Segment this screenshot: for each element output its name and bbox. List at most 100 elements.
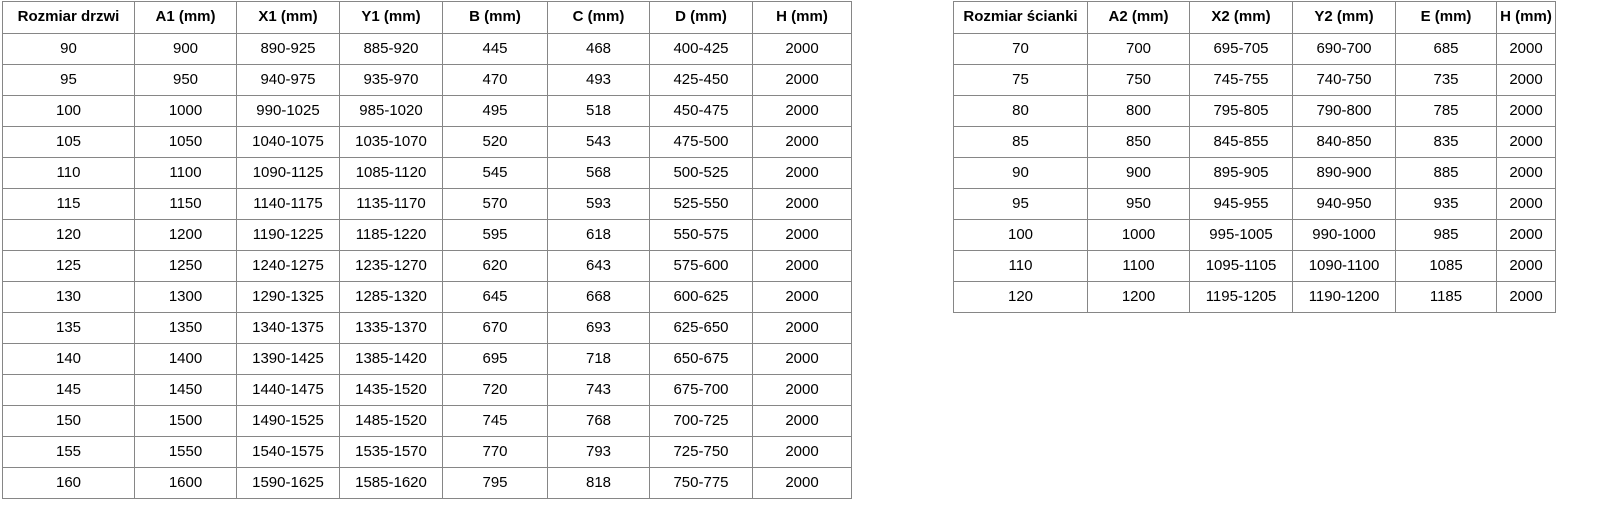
table-cell: 1490-1525	[236, 405, 340, 437]
table-cell: 750-775	[649, 467, 753, 499]
table-row: 140 1400 1390-1425 1385-1420 695 718 650-675 20…	[2, 343, 852, 375]
table-cell: 1200	[134, 219, 237, 251]
table-cell: 990-1000	[1292, 219, 1396, 251]
table-cell: 693	[547, 312, 650, 344]
table-cell: 2000	[752, 405, 852, 437]
table-row: 100 1000 990-1025 985-1020 495 518 450-475 2000	[2, 95, 852, 127]
table-cell: 940-975	[236, 64, 340, 96]
table-cell: 593	[547, 188, 650, 220]
table-cell: 2000	[1496, 188, 1556, 220]
table-cell: 125	[2, 250, 135, 282]
table-cell: 1340-1375	[236, 312, 340, 344]
column-header: Y2 (mm)	[1292, 1, 1396, 34]
table-cell: 790-800	[1292, 95, 1396, 127]
table-cell: 525-550	[649, 188, 753, 220]
table-cell: 650-675	[649, 343, 753, 375]
table-cell: 145	[2, 374, 135, 406]
table-row: 135 1350 1340-1375 1335-1370 670 693 625-650 20…	[2, 312, 852, 344]
table-cell: 675-700	[649, 374, 753, 406]
table-cell: 100	[2, 95, 135, 127]
table-cell: 595	[442, 219, 548, 251]
table-cell: 130	[2, 281, 135, 313]
table-cell: 450-475	[649, 95, 753, 127]
table-cell: 845-855	[1189, 126, 1293, 158]
door-dimensions-table: Rozmiar drzwi A1 (mm) X1 (mm) Y1 (mm) B (mm)…	[2, 1, 852, 499]
table-cell: 2000	[752, 33, 852, 65]
table-cell: 690-700	[1292, 33, 1396, 65]
table-cell: 1135-1170	[339, 188, 443, 220]
table-cell: 700	[1087, 33, 1190, 65]
table-row: 155 1550 1540-1575 1535-1570 770 793 725-750 20…	[2, 436, 852, 468]
door-table-body: 90 900 890-925 885-920 445 468 400-425 2000 95 95…	[2, 33, 852, 499]
table-cell: 135	[2, 312, 135, 344]
table-cell: 670	[442, 312, 548, 344]
column-header: H (mm)	[752, 1, 852, 34]
table-cell: 493	[547, 64, 650, 96]
table-cell: 890-900	[1292, 157, 1396, 189]
table-cell: 75	[953, 64, 1088, 96]
table-cell: 600-625	[649, 281, 753, 313]
table-cell: 120	[953, 281, 1088, 313]
table-cell: 795	[442, 467, 548, 499]
table-cell: 770	[442, 436, 548, 468]
column-header: B (mm)	[442, 1, 548, 34]
table-cell: 1085	[1395, 250, 1497, 282]
table-row: 105 1050 1040-1075 1035-1070 520 543 475-500 20…	[2, 126, 852, 158]
table-cell: 645	[442, 281, 548, 313]
table-row: 120 1200 1190-1225 1185-1220 595 618 550-575 20…	[2, 219, 852, 251]
table-cell: 950	[1087, 188, 1190, 220]
table-cell: 2000	[1496, 219, 1556, 251]
table-cell: 2000	[752, 374, 852, 406]
table-cell: 900	[134, 33, 237, 65]
table-cell: 2000	[1496, 250, 1556, 282]
table-row: 110 1100 1095-1105 1090-1100 1085 2000	[953, 250, 1556, 282]
table-row: 160 1600 1590-1625 1585-1620 795 818 750-775 20…	[2, 467, 852, 499]
table-cell: 1050	[134, 126, 237, 158]
table-cell: 2000	[752, 467, 852, 499]
table-cell: 425-450	[649, 64, 753, 96]
table-cell: 2000	[752, 95, 852, 127]
table-cell: 95	[2, 64, 135, 96]
table-cell: 1290-1325	[236, 281, 340, 313]
table-cell: 1550	[134, 436, 237, 468]
table-cell: 695-705	[1189, 33, 1293, 65]
table-cell: 545	[442, 157, 548, 189]
table-cell: 575-600	[649, 250, 753, 282]
table-cell: 768	[547, 405, 650, 437]
table-cell: 2000	[1496, 157, 1556, 189]
table-cell: 100	[953, 219, 1088, 251]
table-cell: 500-525	[649, 157, 753, 189]
table-cell: 90	[953, 157, 1088, 189]
table-cell: 850	[1087, 126, 1190, 158]
table-cell: 1350	[134, 312, 237, 344]
door-table-header: Rozmiar drzwi A1 (mm) X1 (mm) Y1 (mm) B (mm)…	[2, 1, 852, 34]
table-cell: 668	[547, 281, 650, 313]
wall-table-header: Rozmiar ścianki A2 (mm) X2 (mm) Y2 (mm) E (m…	[953, 1, 1556, 34]
table-cell: 2000	[1496, 126, 1556, 158]
table-cell: 735	[1395, 64, 1497, 96]
table-cell: 1535-1570	[339, 436, 443, 468]
table-cell: 1000	[1087, 219, 1190, 251]
table-cell: 745-755	[1189, 64, 1293, 96]
table-cell: 1195-1205	[1189, 281, 1293, 313]
table-cell: 115	[2, 188, 135, 220]
table-cell: 785	[1395, 95, 1497, 127]
table-cell: 2000	[752, 157, 852, 189]
table-cell: 110	[953, 250, 1088, 282]
table-cell: 1600	[134, 467, 237, 499]
table-cell: 835	[1395, 126, 1497, 158]
table-cell: 1300	[134, 281, 237, 313]
table-cell: 2000	[752, 64, 852, 96]
table-cell: 468	[547, 33, 650, 65]
table-cell: 150	[2, 405, 135, 437]
table-cell: 885	[1395, 157, 1497, 189]
column-header: C (mm)	[547, 1, 650, 34]
table-cell: 95	[953, 188, 1088, 220]
table-cell: 2000	[752, 436, 852, 468]
table-cell: 1585-1620	[339, 467, 443, 499]
table-cell: 945-955	[1189, 188, 1293, 220]
table-row: 130 1300 1290-1325 1285-1320 645 668 600-625 20…	[2, 281, 852, 313]
table-cell: 1000	[134, 95, 237, 127]
table-cell: 1190-1200	[1292, 281, 1396, 313]
